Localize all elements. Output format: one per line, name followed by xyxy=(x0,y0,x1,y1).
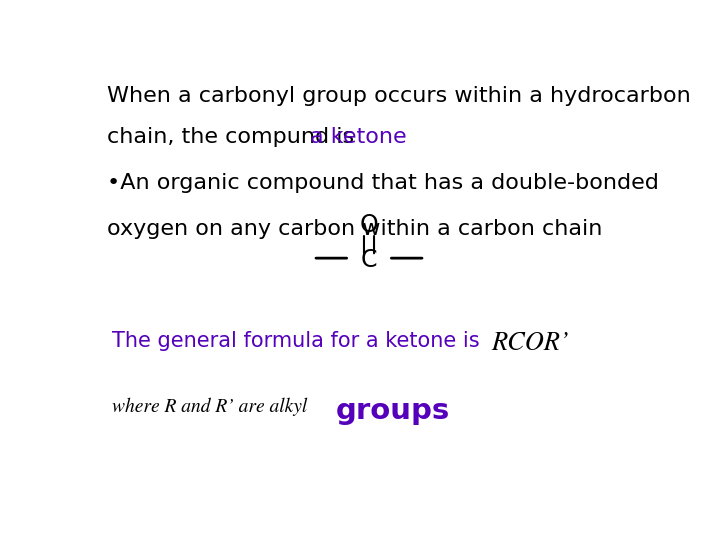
Text: groups: groups xyxy=(336,397,450,426)
Text: chain, the compund is: chain, the compund is xyxy=(107,127,361,147)
Text: When a carbonyl group occurs within a hydrocarbon: When a carbonyl group occurs within a hy… xyxy=(107,85,690,106)
Text: where R and R’ are alkyl: where R and R’ are alkyl xyxy=(112,397,307,416)
Text: The general formula for a ketone is: The general formula for a ketone is xyxy=(112,331,480,351)
Text: a ketone: a ketone xyxy=(310,127,407,147)
Text: C: C xyxy=(361,248,377,272)
Text: oxygen on any carbon within a carbon chain: oxygen on any carbon within a carbon cha… xyxy=(107,219,602,239)
Text: O: O xyxy=(359,213,379,237)
Text: RCOR’: RCOR’ xyxy=(492,331,570,355)
Text: •An organic compound that has a double-bonded: •An organic compound that has a double-b… xyxy=(107,173,659,193)
